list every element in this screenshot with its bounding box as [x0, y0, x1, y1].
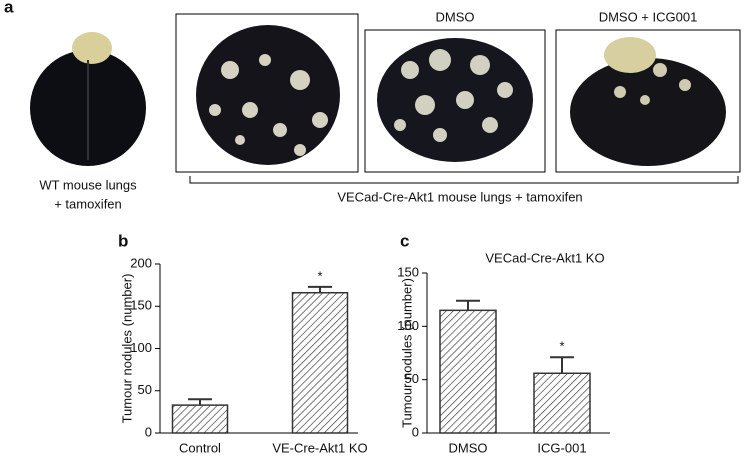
lung-photo	[555, 29, 741, 173]
lung-photo	[30, 32, 146, 166]
y-tick-label: 50	[405, 371, 419, 386]
lung-photo	[175, 13, 359, 173]
x-tick-label: ICG-001	[537, 440, 586, 455]
caption: WT mouse lungs	[39, 177, 137, 192]
caption: VECad-Cre-Akt1 mouse lungs + tamoxifen	[337, 189, 582, 204]
bar	[171, 404, 229, 434]
y-tick-label: 100	[130, 340, 152, 355]
y-tick-label: 200	[130, 255, 152, 270]
y-axis-label: Tumour nodules (number)	[119, 274, 134, 424]
y-tick-label: 0	[145, 424, 152, 439]
significance: *	[317, 268, 322, 283]
x-tick-label: VE-Cre-Akt1 KO	[272, 440, 367, 455]
x-tick-label: DMSO	[449, 440, 488, 455]
bar	[533, 372, 591, 434]
panel-label: c	[400, 231, 409, 250]
y-tick-label: 100	[397, 318, 419, 333]
y-tick-label: 0	[412, 424, 419, 439]
chart-subtitle: VECad-Cre-Akt1 KO	[485, 250, 604, 265]
image-title: DMSO	[436, 9, 475, 24]
caption: + tamoxifen	[54, 196, 122, 211]
bar	[439, 309, 497, 434]
significance: *	[559, 339, 564, 354]
x-tick-label: Control	[179, 440, 221, 455]
y-axis-label: Tumour nodules (number)	[399, 278, 414, 428]
bracket	[189, 176, 739, 184]
lung-photo	[364, 29, 546, 173]
y-tick-label: 50	[138, 382, 152, 397]
bar	[291, 291, 349, 434]
y-tick-label: 150	[397, 264, 419, 279]
image-title: DMSO + ICG001	[599, 9, 698, 24]
panel-label: b	[118, 231, 128, 250]
panel-label: a	[4, 0, 14, 16]
y-tick-label: 150	[130, 298, 152, 313]
